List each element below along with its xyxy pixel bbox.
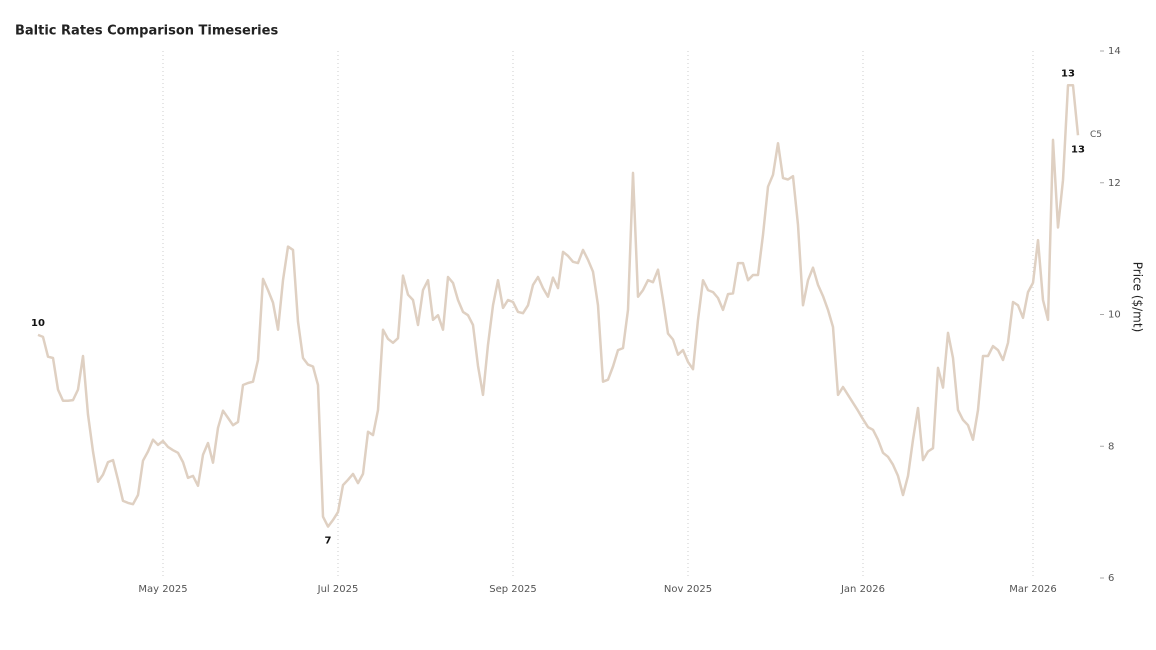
legend-label: C5 — [1090, 130, 1102, 140]
y-tick-label: 10 — [1108, 310, 1121, 321]
chart-title: Baltic Rates Comparison Timeseries — [15, 24, 278, 39]
x-tick-label: Jan 2026 — [840, 584, 885, 595]
data-label: 13 — [1071, 144, 1085, 155]
data-label: 10 — [31, 318, 45, 329]
y-tick-label: 6 — [1108, 573, 1114, 584]
x-tick-label: Nov 2025 — [664, 584, 712, 595]
x-tick-label: Sep 2025 — [489, 584, 536, 595]
x-tick-label: Mar 2026 — [1009, 584, 1057, 595]
y-tick-label: 14 — [1108, 46, 1121, 57]
data-label: 7 — [325, 536, 332, 547]
y-tick-label: 12 — [1108, 178, 1121, 189]
y-axis-label: Price ($/mt) — [1131, 262, 1145, 333]
series-line — [37, 84, 1080, 528]
y-tick-label: 8 — [1108, 441, 1114, 452]
data-label: 13 — [1061, 68, 1075, 79]
x-tick-label: Jul 2025 — [317, 584, 359, 595]
x-tick-label: May 2025 — [138, 584, 187, 595]
